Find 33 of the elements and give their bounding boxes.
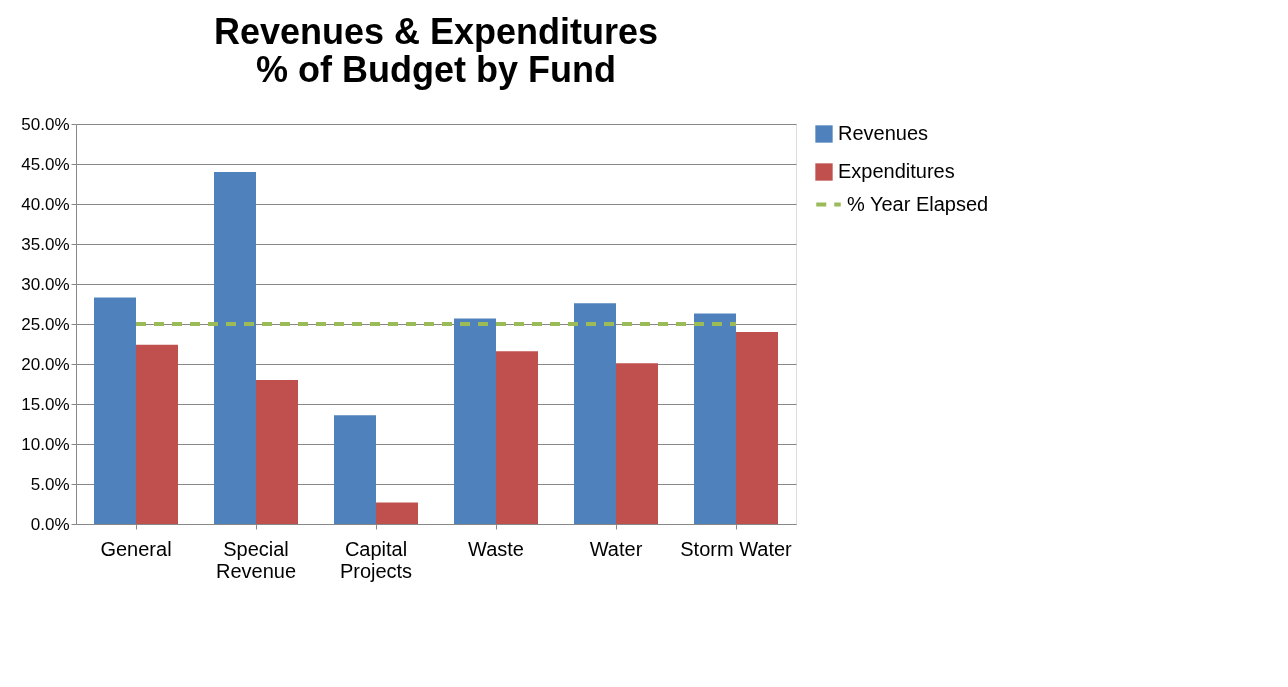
y-tick-label: 15.0% <box>21 394 70 414</box>
bar <box>136 344 178 524</box>
bar <box>574 303 616 524</box>
bar <box>694 313 736 524</box>
y-tick-label: 50.0% <box>21 114 70 134</box>
y-tick-label: 25.0% <box>21 314 70 334</box>
chart-title: Revenues & Expenditures % of Budget by Fund <box>213 11 659 90</box>
legend-label: Revenues <box>838 122 929 144</box>
bar <box>496 351 538 524</box>
bar <box>454 318 496 524</box>
x-tick-label: Storm Water <box>680 537 793 560</box>
y-tick-label: 40.0% <box>21 194 70 214</box>
legend-label: % Year Elapsed <box>847 192 989 215</box>
bar <box>334 415 376 524</box>
y-tick-label: 5.0% <box>30 474 70 494</box>
bar <box>736 332 778 524</box>
x-tick-label: Water <box>589 537 643 560</box>
bar <box>94 297 136 524</box>
y-tick-label: 35.0% <box>21 234 70 254</box>
x-tick-label: General <box>100 537 172 560</box>
legend-label: Expenditures <box>838 160 955 182</box>
x-tick-label: Capital Projects <box>339 537 413 582</box>
y-tick-label: 20.0% <box>21 354 70 374</box>
y-tick-label: 30.0% <box>21 274 70 294</box>
bar <box>616 363 658 524</box>
bar <box>376 502 418 524</box>
y-tick-label: 0.0% <box>30 514 70 534</box>
x-tick-label: Special Revenue <box>215 537 297 582</box>
y-tick-label: 45.0% <box>21 154 70 174</box>
x-tick-label: Waste <box>468 537 524 560</box>
bar <box>256 380 298 524</box>
bar <box>214 172 256 524</box>
y-tick-label: 10.0% <box>21 434 70 454</box>
